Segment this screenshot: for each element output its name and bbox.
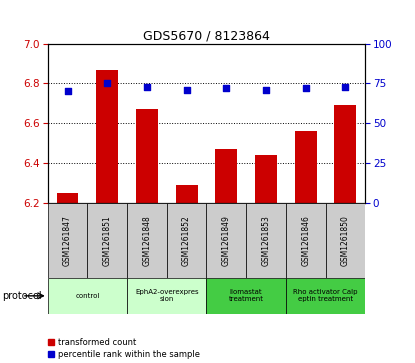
Text: GSM1261850: GSM1261850	[341, 215, 350, 266]
Point	[303, 85, 309, 91]
Text: GSM1261852: GSM1261852	[182, 215, 191, 266]
Text: Rho activator Calp
eptin treatment: Rho activator Calp eptin treatment	[293, 289, 358, 302]
Bar	[334, 106, 356, 203]
Bar	[127, 203, 167, 278]
Point	[263, 87, 269, 93]
Bar	[207, 203, 246, 278]
Point	[183, 87, 190, 93]
Point	[342, 84, 349, 90]
Point	[104, 81, 110, 86]
Bar	[255, 155, 277, 203]
Title: GDS5670 / 8123864: GDS5670 / 8123864	[143, 29, 270, 42]
Point	[64, 89, 71, 94]
Bar	[96, 70, 118, 203]
Bar	[295, 131, 317, 203]
Bar	[167, 203, 207, 278]
Bar	[207, 278, 286, 314]
Bar	[176, 185, 198, 203]
Bar	[215, 150, 237, 203]
Bar	[127, 278, 207, 314]
Point	[144, 84, 150, 90]
Text: GSM1261853: GSM1261853	[261, 215, 271, 266]
Bar	[88, 203, 127, 278]
Text: EphA2-overexpres
sion: EphA2-overexpres sion	[135, 289, 199, 302]
Bar	[57, 193, 78, 203]
Text: GSM1261851: GSM1261851	[103, 215, 112, 266]
Text: GSM1261849: GSM1261849	[222, 215, 231, 266]
Text: protocol: protocol	[2, 291, 42, 301]
Bar	[136, 110, 158, 203]
Text: Ilomastat
treatment: Ilomastat treatment	[229, 289, 264, 302]
Bar	[48, 278, 127, 314]
Bar	[286, 278, 365, 314]
Bar	[246, 203, 286, 278]
Point	[223, 85, 229, 91]
Text: control: control	[75, 293, 100, 299]
Bar	[325, 203, 365, 278]
Text: GSM1261846: GSM1261846	[301, 215, 310, 266]
Text: GSM1261847: GSM1261847	[63, 215, 72, 266]
Text: GSM1261848: GSM1261848	[142, 215, 151, 266]
Bar	[48, 203, 88, 278]
Bar	[286, 203, 325, 278]
Legend: transformed count, percentile rank within the sample: transformed count, percentile rank withi…	[48, 338, 200, 359]
